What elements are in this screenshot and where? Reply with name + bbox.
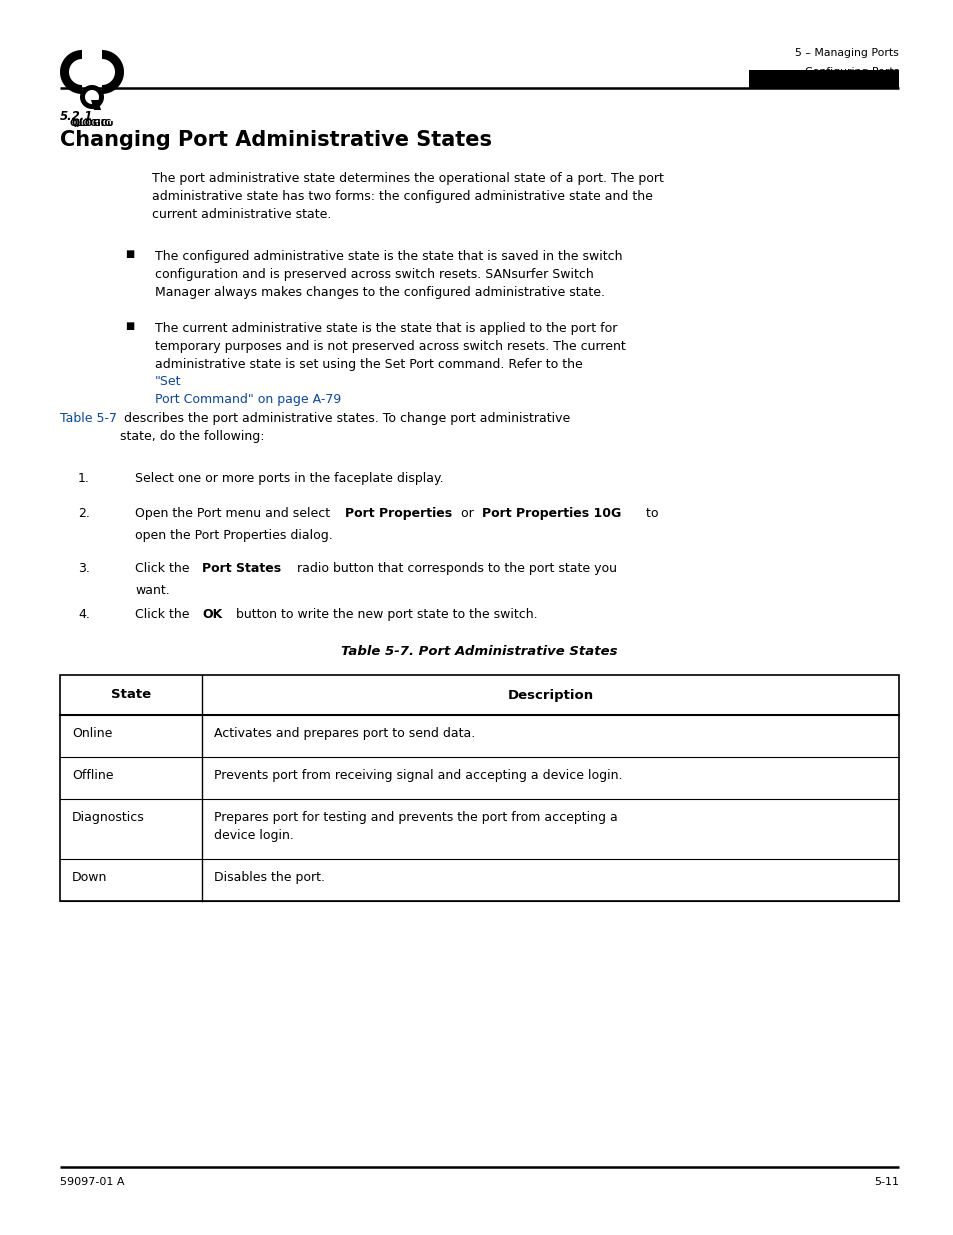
Text: "Set
Port Command" on page A-79: "Set Port Command" on page A-79 bbox=[154, 375, 341, 406]
Text: open the Port Properties dialog.: open the Port Properties dialog. bbox=[135, 529, 333, 542]
Text: 59097-01 A: 59097-01 A bbox=[60, 1177, 125, 1187]
Text: 5.2.1: 5.2.1 bbox=[60, 110, 93, 124]
Text: 4.: 4. bbox=[78, 608, 90, 621]
Text: Description: Description bbox=[507, 688, 593, 701]
Text: 1.: 1. bbox=[78, 472, 90, 485]
Text: Prevents port from receiving signal and accepting a device login.: Prevents port from receiving signal and … bbox=[213, 769, 622, 782]
Text: 5 – Managing Ports: 5 – Managing Ports bbox=[795, 48, 898, 58]
Text: 3.: 3. bbox=[78, 562, 90, 576]
Text: The port administrative state determines the operational state of a port. The po: The port administrative state determines… bbox=[152, 172, 663, 221]
Polygon shape bbox=[102, 49, 124, 94]
Text: Changing Port Administrative States: Changing Port Administrative States bbox=[60, 130, 492, 149]
Text: Offline: Offline bbox=[71, 769, 113, 782]
Text: to: to bbox=[641, 508, 658, 520]
Text: Table 5-7. Port Administrative States: Table 5-7. Port Administrative States bbox=[341, 645, 618, 658]
Text: 2.: 2. bbox=[78, 508, 90, 520]
Text: describes the port administrative states. To change port administrative
state, d: describes the port administrative states… bbox=[120, 412, 570, 443]
Text: Configuring Ports: Configuring Ports bbox=[804, 67, 898, 77]
Text: Down: Down bbox=[71, 871, 108, 884]
Text: State: State bbox=[111, 688, 151, 701]
Text: Port Properties 10G: Port Properties 10G bbox=[481, 508, 620, 520]
Text: Table 5-7: Table 5-7 bbox=[60, 412, 117, 425]
Text: Click the: Click the bbox=[135, 562, 193, 576]
Text: The current administrative state is the state that is applied to the port for
te: The current administrative state is the … bbox=[154, 322, 625, 370]
Text: button to write the new port state to the switch.: button to write the new port state to th… bbox=[232, 608, 537, 621]
Text: 5-11: 5-11 bbox=[873, 1177, 898, 1187]
Bar bbox=[60, 676, 898, 902]
Polygon shape bbox=[60, 49, 82, 94]
Text: Diagnostics: Diagnostics bbox=[71, 811, 145, 824]
Text: want.: want. bbox=[135, 584, 170, 597]
Text: Open the Port menu and select: Open the Port menu and select bbox=[135, 508, 334, 520]
Text: QLOGIC: QLOGIC bbox=[71, 119, 112, 128]
Text: Port Properties: Port Properties bbox=[345, 508, 452, 520]
Text: QLOGICᴜ: QLOGICᴜ bbox=[70, 119, 113, 128]
Text: The configured administrative state is the state that is saved in the switch
con: The configured administrative state is t… bbox=[154, 249, 622, 299]
Text: Port States: Port States bbox=[202, 562, 281, 576]
Polygon shape bbox=[91, 100, 101, 110]
Text: OK: OK bbox=[202, 608, 222, 621]
Text: Select one or more ports in the faceplate display.: Select one or more ports in the faceplat… bbox=[135, 472, 443, 485]
Bar bbox=[748, 69, 898, 89]
Text: Click the: Click the bbox=[135, 608, 193, 621]
Text: Activates and prepares port to send data.: Activates and prepares port to send data… bbox=[213, 727, 475, 740]
Text: or: or bbox=[456, 508, 477, 520]
Polygon shape bbox=[80, 85, 104, 109]
Text: radio button that corresponds to the port state you: radio button that corresponds to the por… bbox=[293, 562, 617, 576]
Text: ■: ■ bbox=[125, 249, 134, 259]
Text: Prepares port for testing and prevents the port from accepting a
device login.: Prepares port for testing and prevents t… bbox=[213, 811, 618, 841]
Text: Disables the port.: Disables the port. bbox=[213, 871, 325, 884]
Text: ■: ■ bbox=[125, 321, 134, 331]
Text: Online: Online bbox=[71, 727, 112, 740]
